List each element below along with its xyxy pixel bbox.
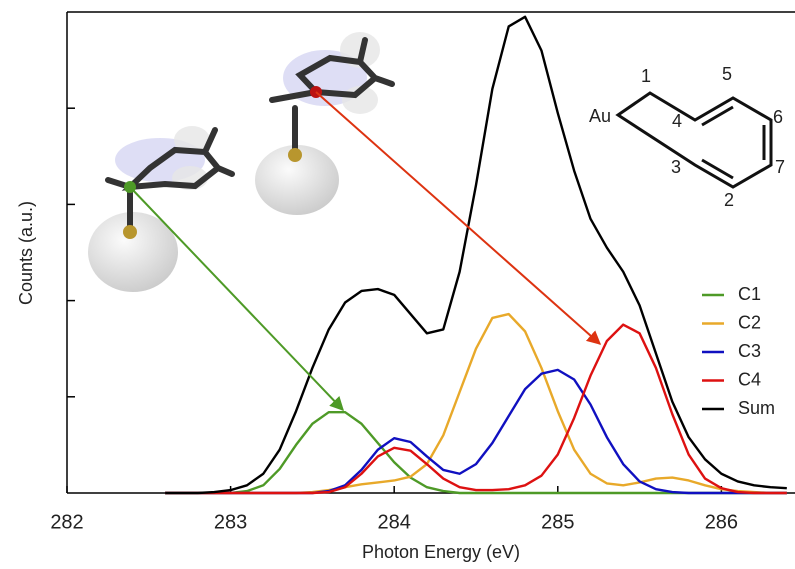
y-axis-label: Counts (a.u.) (16, 201, 36, 305)
structure-label: 5 (722, 64, 732, 84)
legend-label: C3 (738, 341, 761, 361)
structure-label: 2 (724, 190, 734, 210)
series-line (165, 323, 787, 495)
structure-label: 4 (672, 111, 682, 131)
structure-label: 3 (671, 157, 681, 177)
legend-label: C4 (738, 369, 761, 389)
x-axis-label: Photon Energy (eV) (362, 542, 520, 562)
x-tick-label: 286 (705, 511, 738, 533)
structure-label: 6 (773, 107, 783, 127)
x-tick-label: 285 (541, 511, 574, 533)
series-line (165, 312, 787, 495)
structure-label: 1 (641, 66, 651, 86)
structure-label: 7 (775, 157, 785, 177)
molecule-right (255, 32, 395, 215)
arrow-c1 (129, 186, 344, 412)
legend-label: C1 (738, 284, 761, 304)
arrow-c4 (315, 91, 602, 345)
structure (615, 91, 773, 189)
x-tick-label: 282 (50, 511, 83, 533)
series-line (165, 368, 787, 495)
x-tick-label: 283 (214, 511, 247, 533)
legend-label: Sum (738, 398, 775, 418)
series-line (165, 15, 787, 495)
legend-label: C2 (738, 312, 761, 332)
plot-area: 282 283 284 285 286 Photon Energy (eV) Counts … (16, 11, 795, 562)
structure-label: Au (589, 106, 611, 126)
x-tick-label: 284 (378, 511, 411, 533)
molecule-left (88, 126, 235, 292)
